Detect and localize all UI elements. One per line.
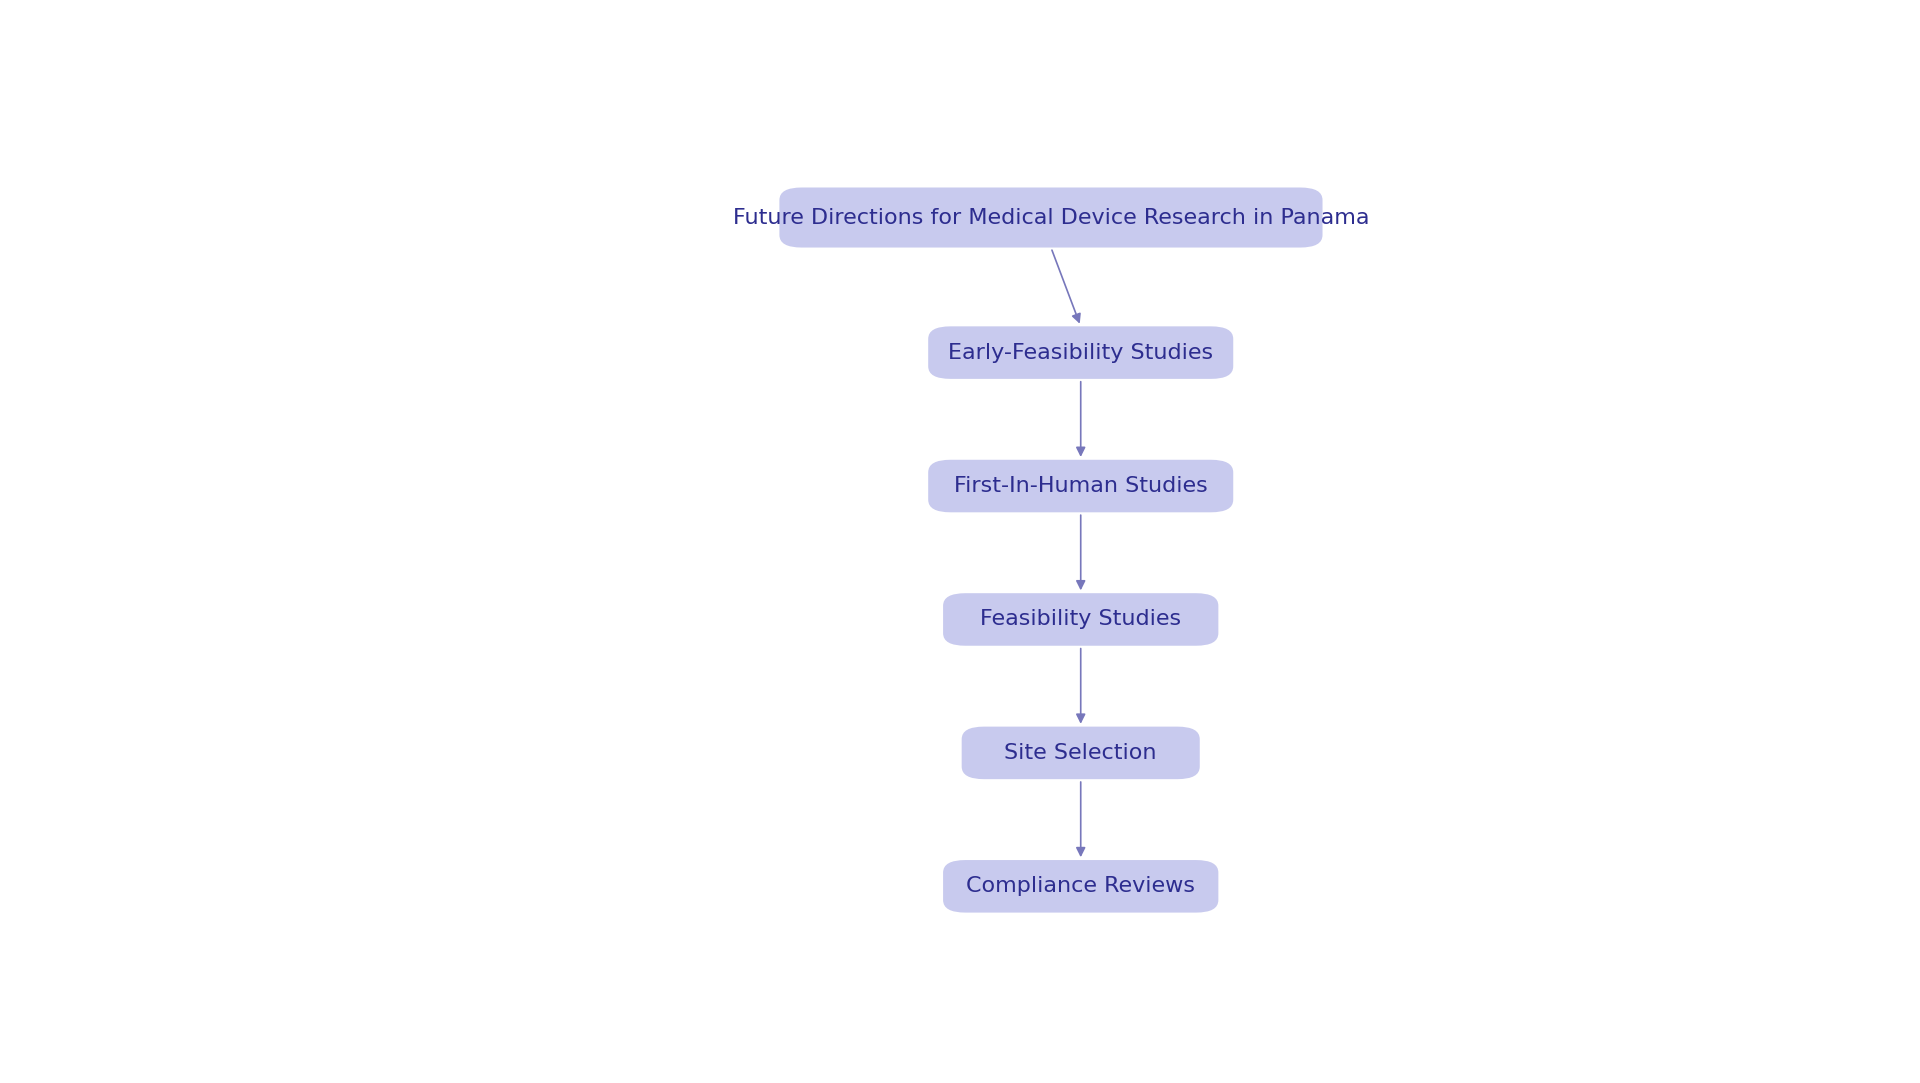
Text: First-In-Human Studies: First-In-Human Studies — [954, 477, 1208, 496]
Text: Future Directions for Medical Device Research in Panama: Future Directions for Medical Device Res… — [733, 208, 1369, 227]
FancyBboxPatch shape — [962, 727, 1200, 779]
Text: Early-Feasibility Studies: Early-Feasibility Studies — [948, 342, 1213, 363]
FancyBboxPatch shape — [943, 593, 1219, 645]
FancyBboxPatch shape — [780, 187, 1323, 248]
Text: Feasibility Studies: Feasibility Studies — [979, 610, 1181, 629]
Text: Compliance Reviews: Compliance Reviews — [966, 876, 1196, 897]
FancyBboxPatch shape — [943, 860, 1219, 913]
FancyBboxPatch shape — [927, 326, 1233, 379]
FancyBboxPatch shape — [927, 460, 1233, 512]
Text: Site Selection: Site Selection — [1004, 743, 1158, 762]
